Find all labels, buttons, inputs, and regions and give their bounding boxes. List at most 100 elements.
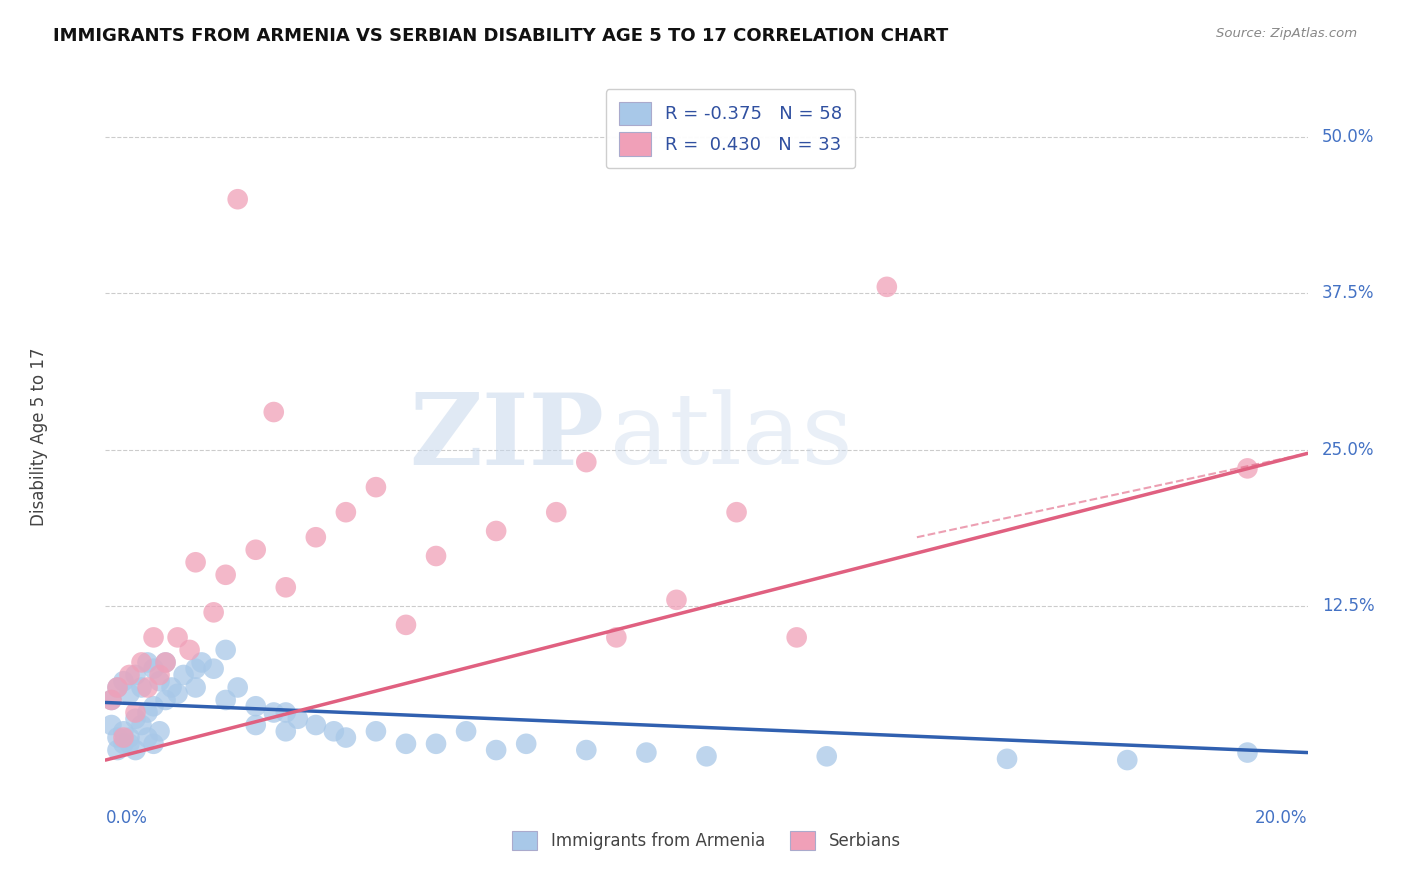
Point bbox=[1236, 746, 1258, 760]
Text: 37.5%: 37.5% bbox=[1322, 285, 1375, 302]
Point bbox=[485, 524, 508, 538]
Point bbox=[142, 662, 165, 676]
Point bbox=[124, 712, 146, 726]
Point bbox=[131, 656, 153, 670]
Point bbox=[395, 618, 418, 632]
Point bbox=[335, 505, 357, 519]
Point bbox=[107, 681, 129, 695]
Point bbox=[515, 737, 537, 751]
Text: 25.0%: 25.0% bbox=[1322, 441, 1375, 458]
Point bbox=[184, 681, 207, 695]
Text: 0.0%: 0.0% bbox=[105, 809, 148, 827]
Point bbox=[155, 656, 177, 670]
Point bbox=[112, 674, 135, 689]
Point bbox=[226, 192, 249, 206]
Point bbox=[665, 592, 688, 607]
Point bbox=[107, 731, 129, 745]
Point bbox=[245, 718, 267, 732]
Point bbox=[155, 656, 177, 670]
Point bbox=[876, 280, 898, 294]
Point bbox=[124, 706, 146, 720]
Point bbox=[274, 706, 297, 720]
Point bbox=[136, 706, 159, 720]
Point bbox=[335, 731, 357, 745]
Text: 20.0%: 20.0% bbox=[1256, 809, 1308, 827]
Point bbox=[364, 724, 387, 739]
Point bbox=[575, 455, 598, 469]
Point bbox=[173, 668, 195, 682]
Point bbox=[263, 706, 285, 720]
Point bbox=[214, 693, 236, 707]
Point bbox=[263, 405, 285, 419]
Point bbox=[100, 693, 122, 707]
Text: Source: ZipAtlas.com: Source: ZipAtlas.com bbox=[1216, 27, 1357, 40]
Point bbox=[118, 737, 141, 751]
Point bbox=[786, 631, 808, 645]
Point bbox=[575, 743, 598, 757]
Point bbox=[425, 549, 447, 563]
Point bbox=[202, 605, 225, 619]
Point bbox=[364, 480, 387, 494]
Point bbox=[305, 530, 328, 544]
Point bbox=[131, 718, 153, 732]
Point bbox=[226, 681, 249, 695]
Point bbox=[118, 668, 141, 682]
Point bbox=[274, 724, 297, 739]
Text: 50.0%: 50.0% bbox=[1322, 128, 1375, 145]
Point bbox=[305, 718, 328, 732]
Point bbox=[142, 631, 165, 645]
Point bbox=[696, 749, 718, 764]
Point bbox=[214, 567, 236, 582]
Point bbox=[148, 724, 170, 739]
Point bbox=[107, 681, 129, 695]
Legend: Immigrants from Armenia, Serbians: Immigrants from Armenia, Serbians bbox=[506, 824, 907, 857]
Point bbox=[179, 643, 201, 657]
Point bbox=[425, 737, 447, 751]
Point bbox=[605, 631, 627, 645]
Point bbox=[118, 687, 141, 701]
Point bbox=[142, 699, 165, 714]
Point bbox=[395, 737, 418, 751]
Point bbox=[112, 724, 135, 739]
Point bbox=[287, 712, 309, 726]
Point bbox=[148, 668, 170, 682]
Point bbox=[166, 631, 188, 645]
Point bbox=[166, 687, 188, 701]
Point bbox=[118, 731, 141, 745]
Text: IMMIGRANTS FROM ARMENIA VS SERBIAN DISABILITY AGE 5 TO 17 CORRELATION CHART: IMMIGRANTS FROM ARMENIA VS SERBIAN DISAB… bbox=[53, 27, 949, 45]
Point bbox=[245, 542, 267, 557]
Point bbox=[454, 724, 477, 739]
Point bbox=[155, 693, 177, 707]
Point bbox=[636, 746, 658, 760]
Text: ZIP: ZIP bbox=[409, 389, 605, 485]
Point bbox=[190, 656, 212, 670]
Point bbox=[214, 643, 236, 657]
Text: atlas: atlas bbox=[610, 389, 853, 485]
Text: Disability Age 5 to 17: Disability Age 5 to 17 bbox=[31, 348, 48, 526]
Point bbox=[322, 724, 344, 739]
Point bbox=[202, 662, 225, 676]
Point bbox=[274, 580, 297, 594]
Point bbox=[184, 662, 207, 676]
Text: 12.5%: 12.5% bbox=[1322, 597, 1375, 615]
Point bbox=[1236, 461, 1258, 475]
Point bbox=[546, 505, 568, 519]
Point bbox=[136, 656, 159, 670]
Point bbox=[124, 743, 146, 757]
Point bbox=[1116, 753, 1139, 767]
Point bbox=[100, 718, 122, 732]
Point bbox=[160, 681, 183, 695]
Point bbox=[136, 681, 159, 695]
Point bbox=[100, 693, 122, 707]
Point bbox=[131, 681, 153, 695]
Point bbox=[112, 731, 135, 745]
Point bbox=[124, 668, 146, 682]
Point bbox=[136, 731, 159, 745]
Point bbox=[107, 743, 129, 757]
Point bbox=[995, 752, 1018, 766]
Point bbox=[815, 749, 838, 764]
Point bbox=[485, 743, 508, 757]
Point bbox=[148, 674, 170, 689]
Point bbox=[112, 737, 135, 751]
Point bbox=[184, 555, 207, 569]
